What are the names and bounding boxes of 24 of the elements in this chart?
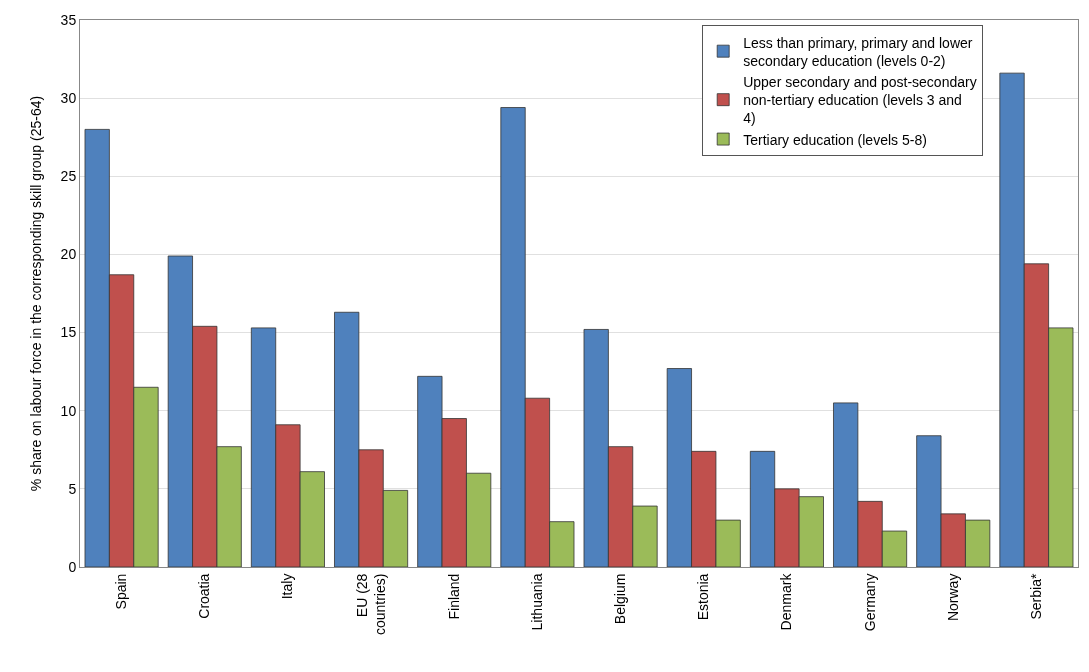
x-tick-label: Belgium <box>612 573 629 625</box>
y-tick-label: 30 <box>60 90 77 107</box>
y-tick-label: 35 <box>60 11 77 28</box>
y-tick-label: 10 <box>60 402 77 419</box>
y-tick-label: 0 <box>68 558 77 575</box>
x-tick-label: Croatia <box>196 573 213 619</box>
y-tick-label: 15 <box>60 324 77 341</box>
x-tick-label: Estonia <box>695 573 712 621</box>
x-tick-label: Italy <box>279 573 296 600</box>
y-tick-label: 25 <box>60 168 77 185</box>
x-tick-label: Lithuania <box>528 573 545 631</box>
y-axis-title: % share on labour force in the corresponding skill group (25-64) <box>28 95 45 492</box>
x-tick-label: Finland <box>445 573 462 620</box>
x-tick-label: Germany <box>861 573 878 632</box>
x-tick-label: Norway <box>944 573 961 622</box>
legend-label: Tertiary education (levels 5-8) <box>743 131 927 148</box>
legend-label: Upper secondary and post-secondary non-tertiary education (levels 3 and 4) <box>743 73 977 127</box>
x-tick-label: EU (28 countries) <box>353 573 388 636</box>
legend-label: Less than primary, primary and lower secondary education (levels 0-2) <box>743 34 973 69</box>
y-tick-label: 20 <box>60 246 77 263</box>
x-tick-label: Serbia* <box>1027 573 1044 620</box>
x-tick-label: Denmark <box>778 572 795 631</box>
x-tick-label: Spain <box>113 573 130 610</box>
y-tick-label: 5 <box>68 480 77 497</box>
